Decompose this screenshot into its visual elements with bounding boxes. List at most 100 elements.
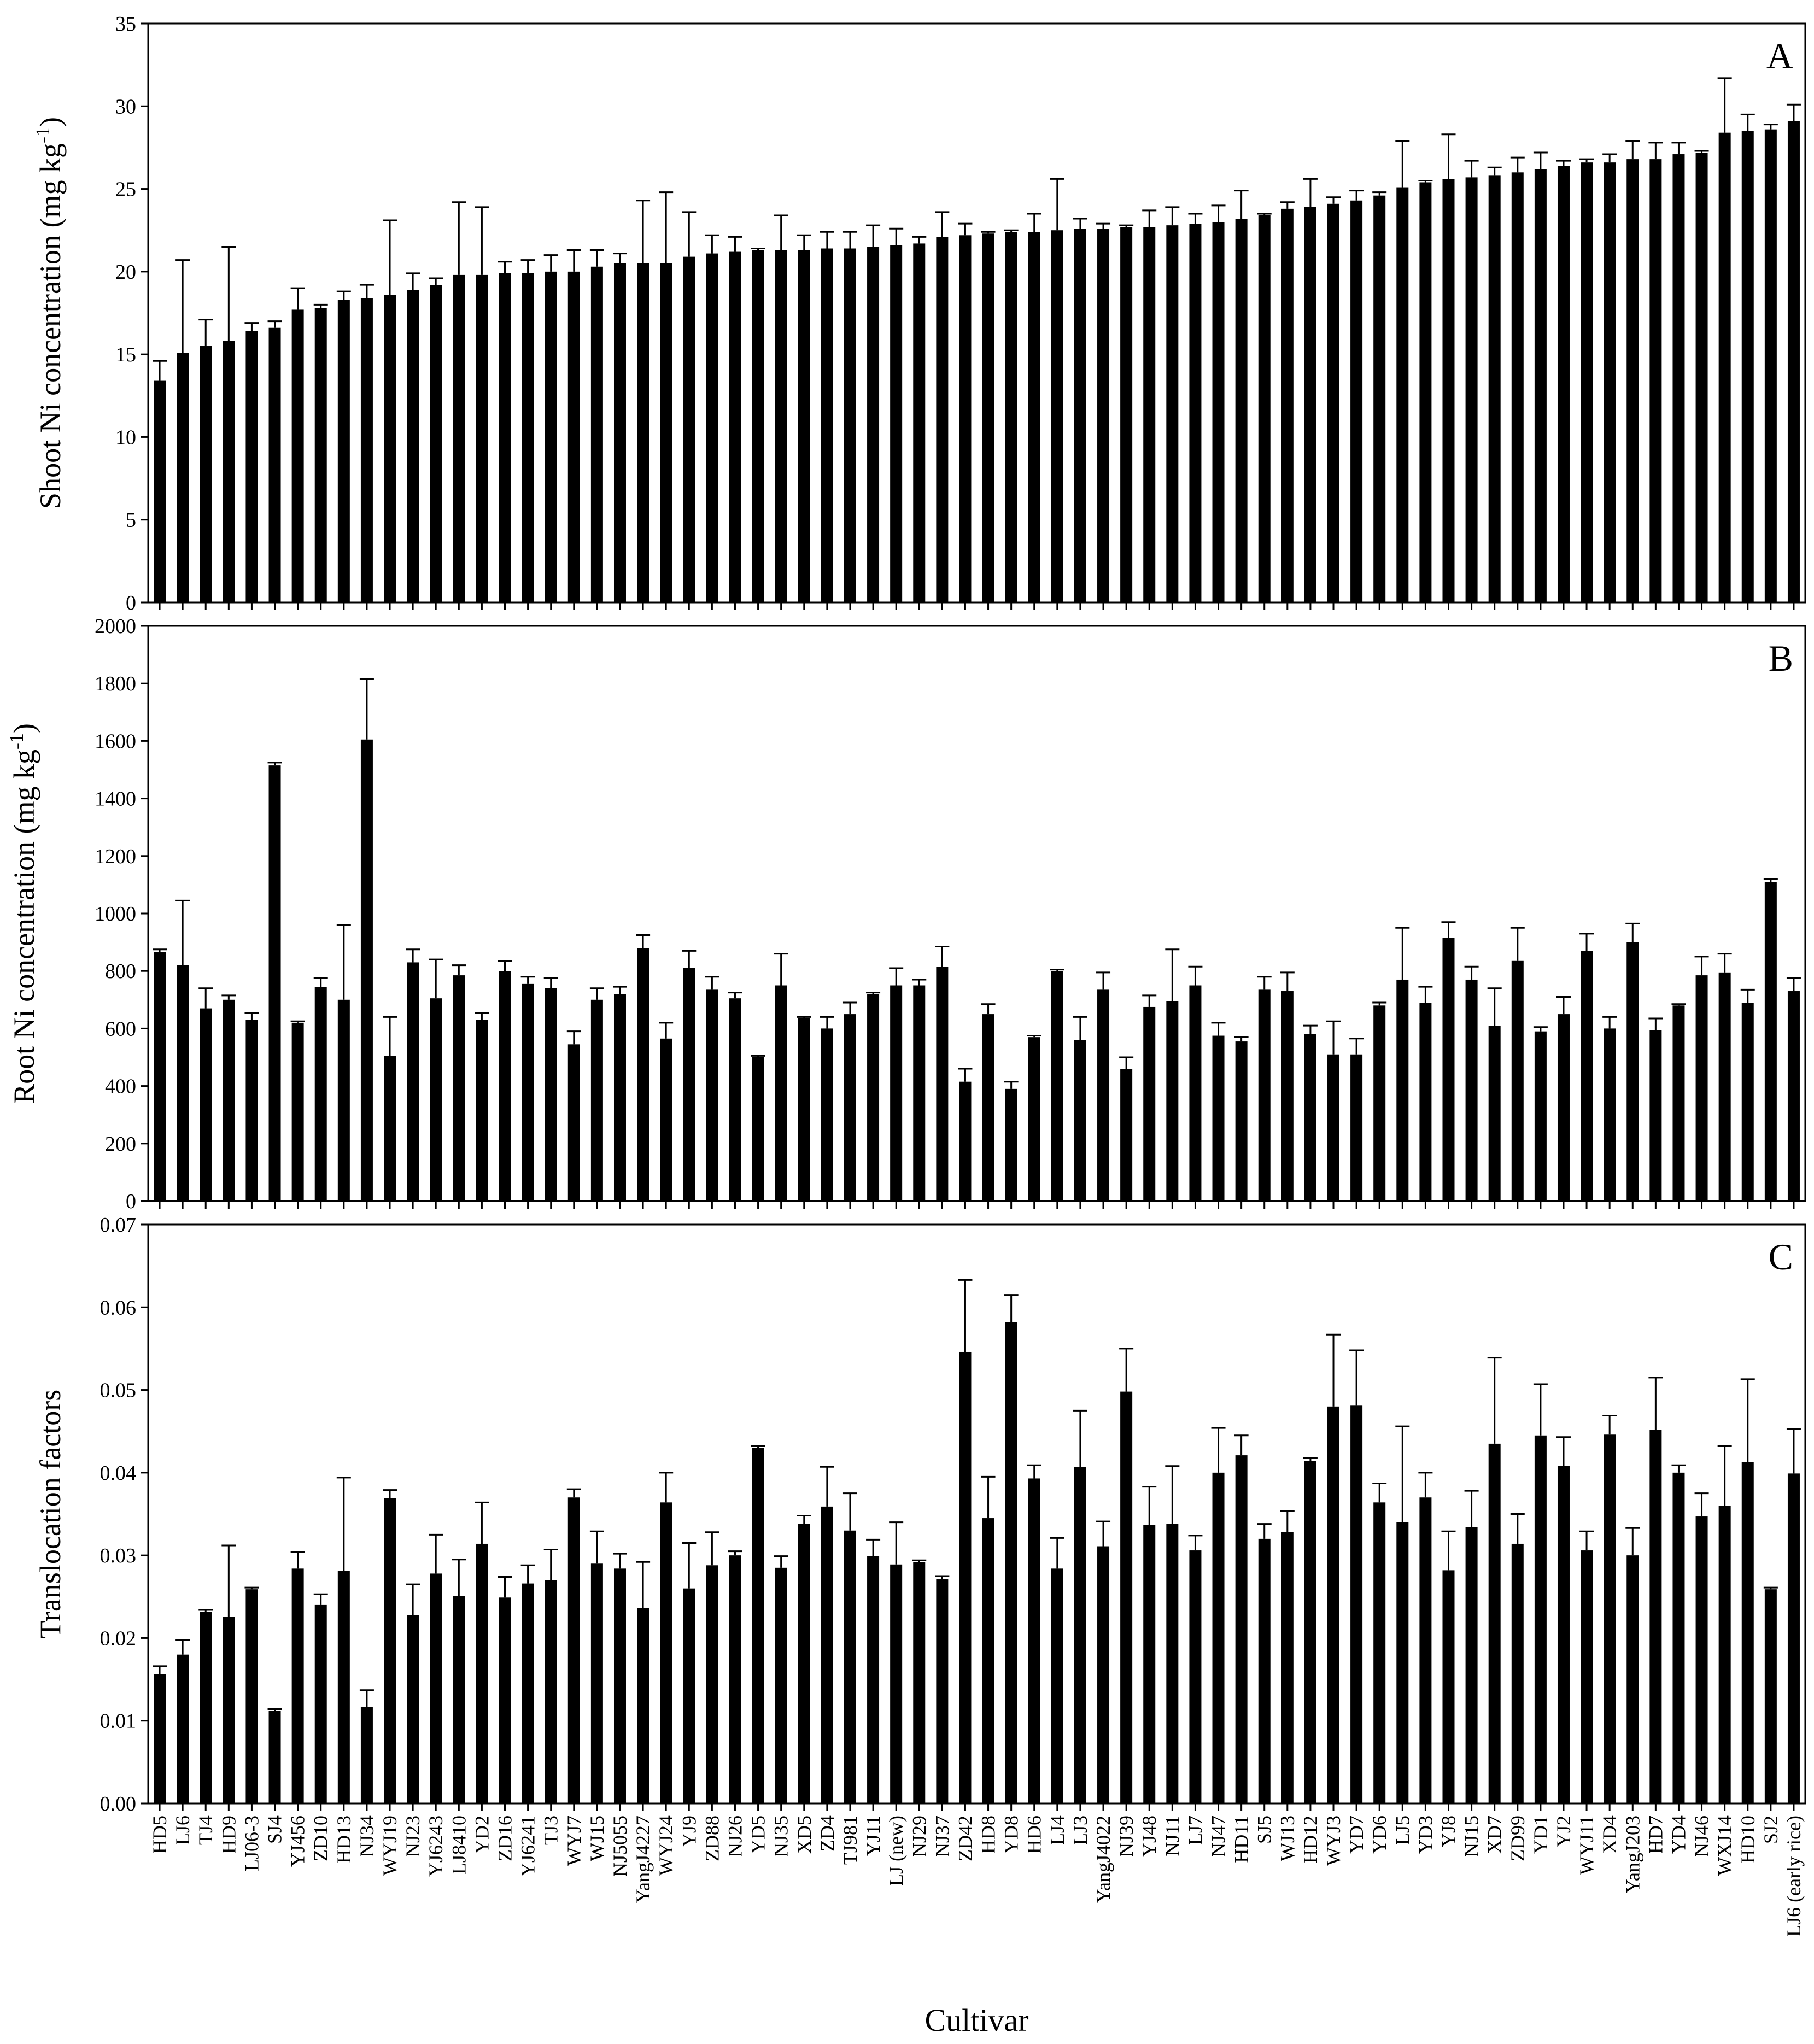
- x-tick-label: NJ34: [356, 1815, 378, 1857]
- y-tick-label: 1400: [95, 788, 136, 811]
- y-tick-label: 1000: [95, 903, 136, 926]
- bar: [1604, 1028, 1616, 1201]
- bar: [430, 285, 442, 602]
- bar: [913, 243, 926, 602]
- bar: [867, 1556, 880, 1803]
- bar: [1373, 195, 1386, 602]
- x-tick-label: WJ13: [1277, 1815, 1298, 1861]
- bar: [268, 327, 281, 602]
- y-axis-label-text: Root Ni concentration (mg kg: [8, 749, 40, 1104]
- bar: [1649, 1430, 1662, 1803]
- y-tick-label: 0.02: [100, 1627, 137, 1650]
- bar: [1764, 129, 1777, 602]
- bar: [453, 1596, 465, 1803]
- x-tick-label: ZD4: [816, 1815, 838, 1852]
- bar: [245, 331, 258, 602]
- bar: [1557, 166, 1570, 602]
- y-tick-label: 10: [115, 426, 136, 449]
- x-tick-label: NJ35: [770, 1815, 792, 1857]
- x-tick-label: WYJ3: [1323, 1815, 1344, 1866]
- x-tick-label: YJ456: [287, 1815, 309, 1867]
- x-tick-label: SJ2: [1760, 1815, 1782, 1844]
- bar: [1051, 230, 1063, 602]
- x-tick-label: YJ6243: [425, 1815, 447, 1877]
- bar: [1741, 1003, 1754, 1201]
- bar: [223, 341, 235, 602]
- bar: [1442, 938, 1455, 1201]
- bar: [867, 994, 880, 1201]
- bar: [844, 248, 856, 602]
- x-tick-label: YJ2: [1553, 1815, 1575, 1847]
- bar: [1396, 187, 1409, 602]
- x-tick-label: NJ29: [908, 1815, 930, 1857]
- bar: [1350, 1054, 1363, 1201]
- x-tick-label: XD5: [793, 1815, 815, 1854]
- bar: [1120, 1069, 1133, 1201]
- bar: [1695, 1516, 1708, 1803]
- bar: [798, 1524, 810, 1803]
- bar: [384, 1056, 396, 1201]
- bar: [545, 271, 557, 602]
- bar: [1511, 960, 1524, 1201]
- bar: [154, 380, 166, 602]
- bar: [476, 274, 488, 602]
- bar: [567, 271, 580, 602]
- x-tick-label: TJ981: [839, 1815, 861, 1865]
- x-tick-label: YD1: [1530, 1815, 1552, 1854]
- bar: [384, 295, 396, 602]
- bar: [706, 1565, 718, 1803]
- x-tick-label: HD11: [1231, 1815, 1253, 1863]
- bar: [890, 245, 903, 603]
- bar: [407, 1615, 419, 1803]
- bar: [407, 290, 419, 602]
- panel-label: B: [1769, 637, 1793, 679]
- bar: [1534, 169, 1547, 603]
- x-tick-label: NJ37: [931, 1815, 953, 1857]
- y-tick-label: 0.04: [100, 1462, 137, 1485]
- y-tick-label: 800: [105, 960, 136, 983]
- x-tick-label: TJ4: [195, 1815, 216, 1845]
- x-tick-label: YangJ203: [1622, 1815, 1643, 1893]
- bar: [453, 975, 465, 1201]
- bar: [1212, 222, 1225, 603]
- y-tick-label: 0.07: [100, 1214, 137, 1237]
- bar: [1258, 989, 1271, 1201]
- bar: [545, 988, 557, 1201]
- x-tick-label: SJ4: [264, 1815, 286, 1844]
- bar: [1097, 229, 1110, 602]
- x-tick-label: LJ6: [172, 1815, 194, 1845]
- bar: [360, 298, 373, 602]
- bar: [637, 1608, 649, 1803]
- x-tick-label: HD10: [1737, 1815, 1759, 1864]
- x-tick-label: WYJ19: [379, 1815, 401, 1876]
- bar: [1074, 1040, 1086, 1201]
- bar: [1511, 172, 1524, 602]
- bar: [1028, 232, 1040, 602]
- y-tick-label: 2000: [95, 615, 136, 638]
- x-tick-label: HD6: [1023, 1815, 1045, 1854]
- bar: [890, 985, 903, 1201]
- bar: [314, 308, 327, 602]
- y-tick-label: 5: [126, 509, 136, 532]
- bar: [154, 1674, 166, 1803]
- bar: [1718, 1506, 1731, 1803]
- bar: [1396, 1522, 1409, 1803]
- x-tick-label: XD4: [1599, 1815, 1620, 1854]
- x-tick-label: WYJ24: [655, 1815, 677, 1876]
- y-axis-label: Shoot Ni concentration (mg kg-1): [32, 117, 67, 509]
- bar: [1005, 1322, 1017, 1803]
- bar: [1281, 1532, 1294, 1803]
- bar: [683, 968, 695, 1201]
- y-tick-label: 0.05: [100, 1379, 137, 1402]
- x-tick-label: ZD42: [954, 1815, 976, 1861]
- bar: [1235, 1455, 1248, 1803]
- y-tick-label: 15: [115, 343, 136, 366]
- bar: [291, 1022, 304, 1201]
- bar: [1005, 1088, 1017, 1201]
- bar: [1626, 1555, 1639, 1803]
- y-tick-label: 0.00: [100, 1793, 137, 1815]
- bar: [154, 952, 166, 1201]
- bar: [590, 266, 603, 602]
- x-tick-label: YJ48: [1138, 1815, 1160, 1857]
